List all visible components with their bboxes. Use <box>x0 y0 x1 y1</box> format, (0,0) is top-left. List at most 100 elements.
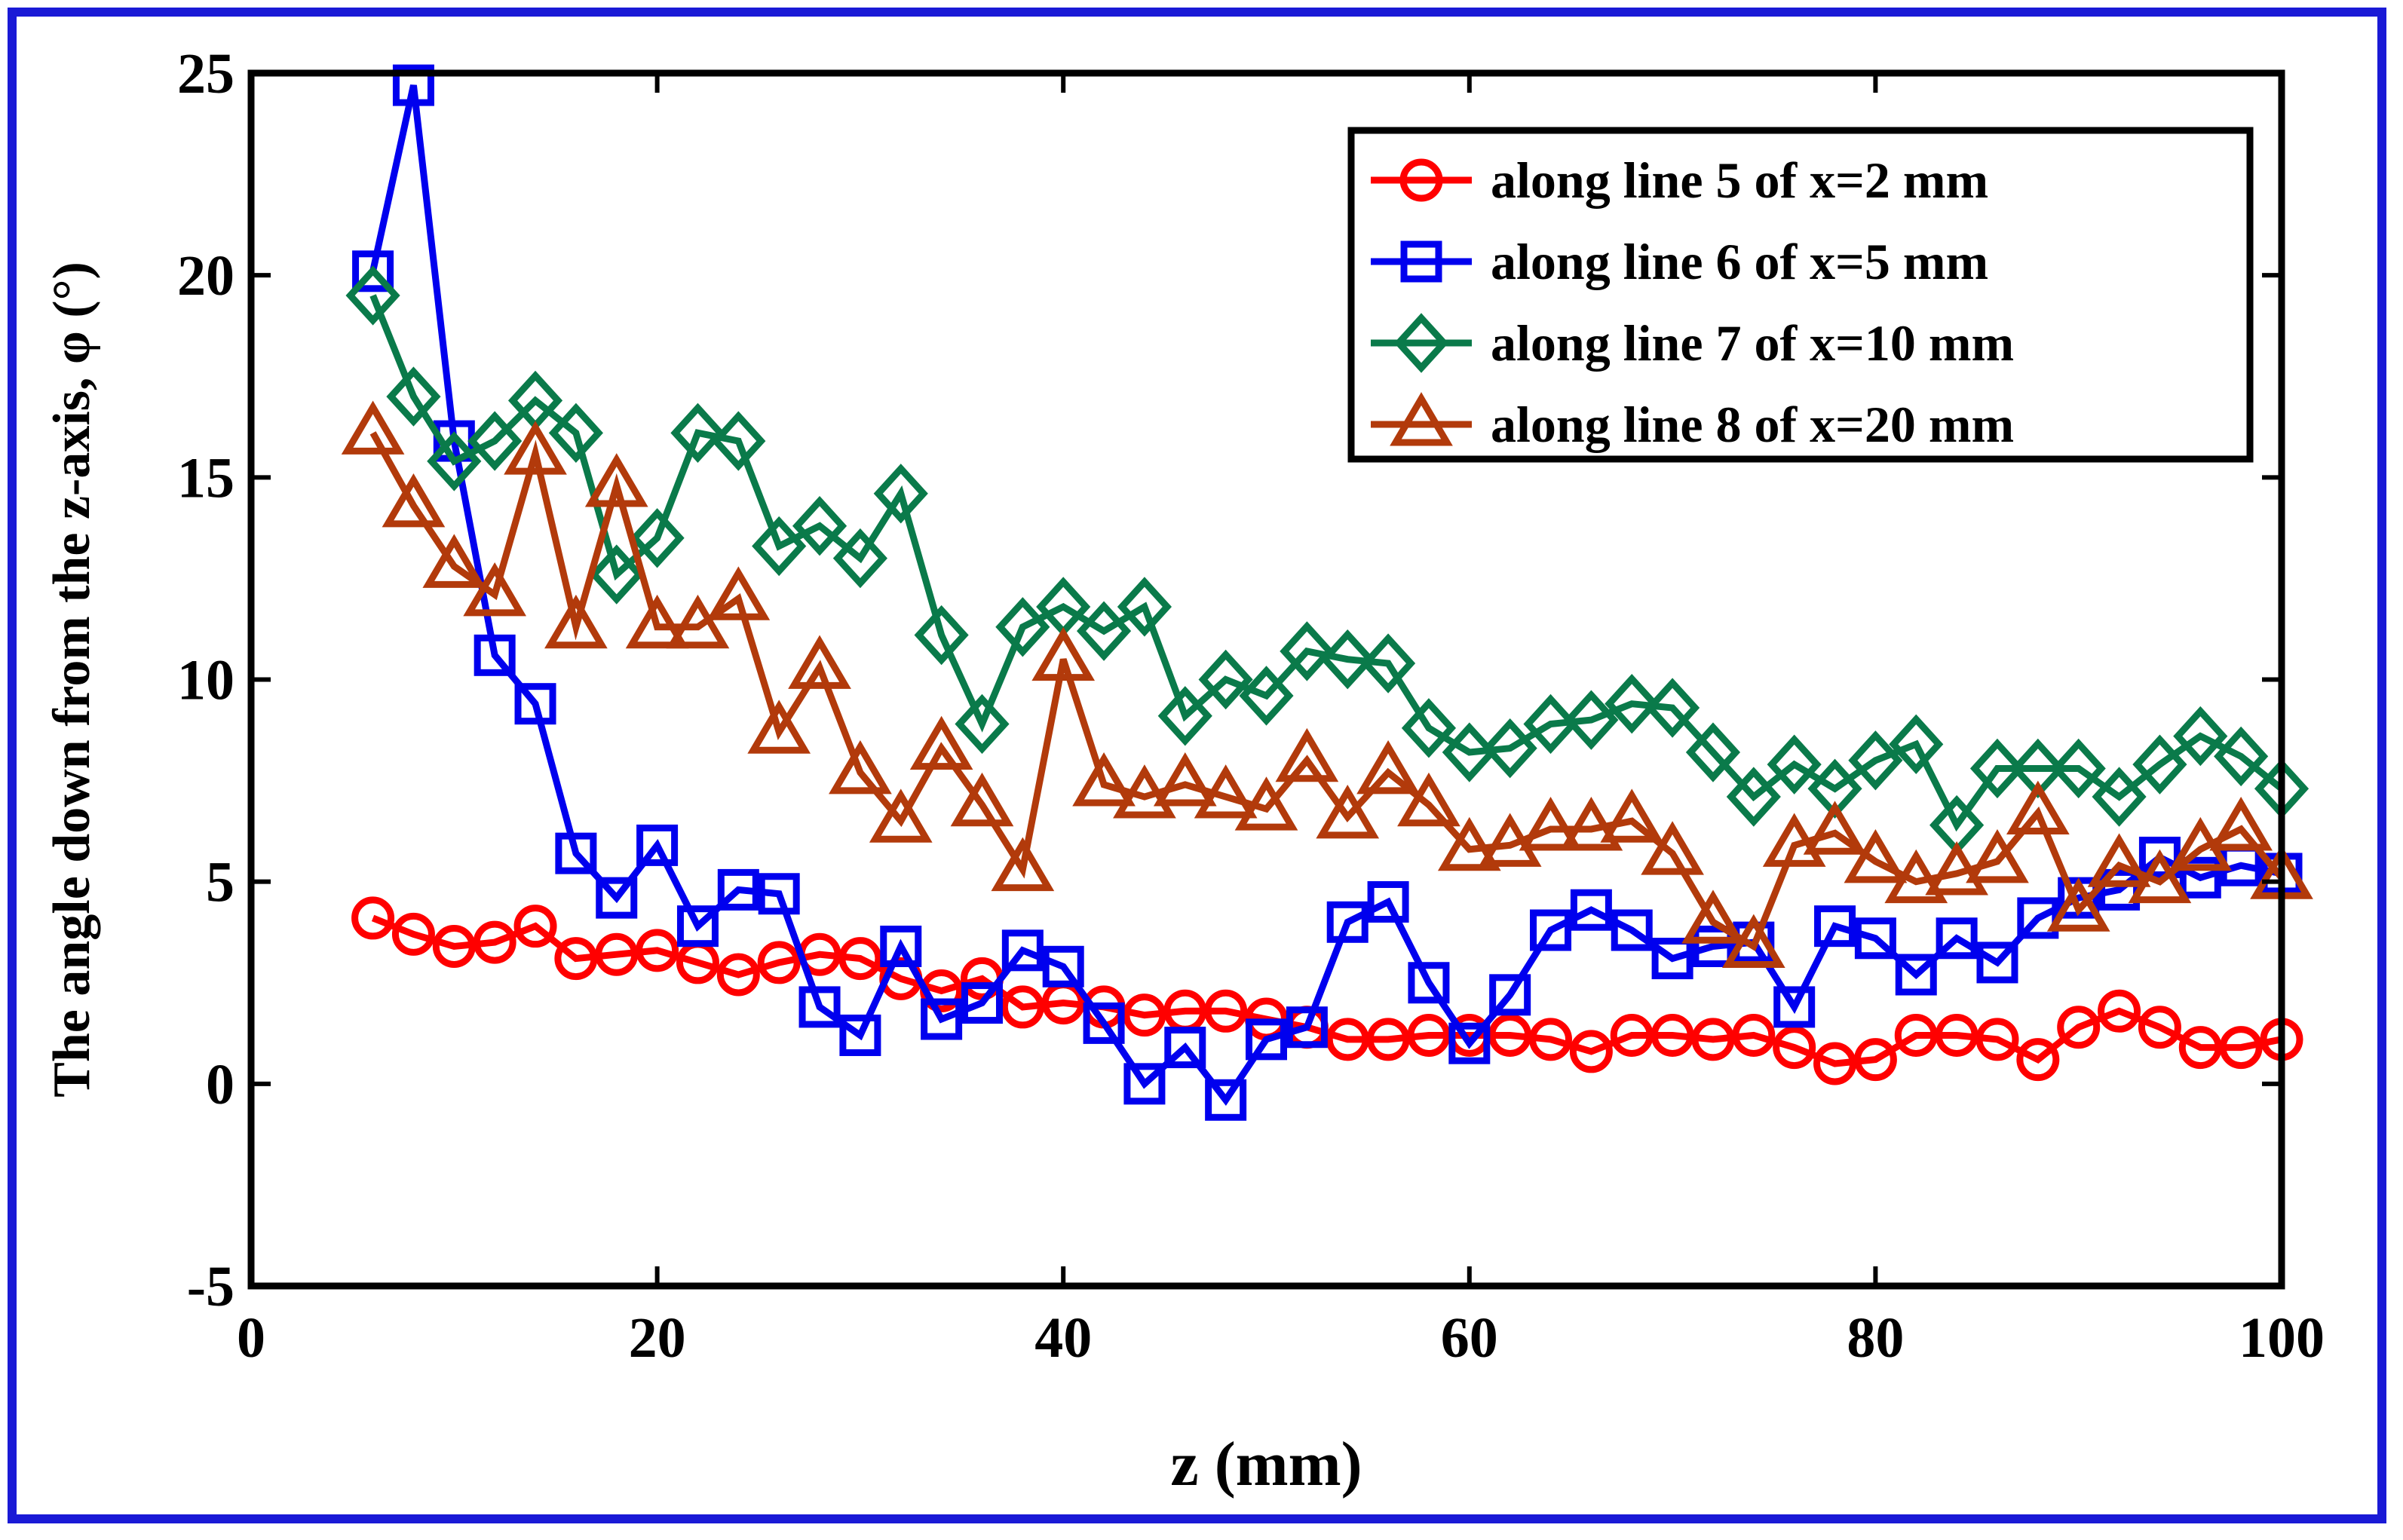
series-x10mm-diamond-marker <box>630 508 685 568</box>
series-x5mm-square-marker <box>676 905 719 948</box>
series-x20mm-triangle-marker <box>1925 841 1988 896</box>
series-x10mm-diamond-marker <box>1320 629 1375 690</box>
series-x2mm-circle-marker <box>2057 1006 2101 1049</box>
series-x10mm-diamond-marker <box>914 605 969 666</box>
series-x10mm-diamond-marker <box>955 693 1010 755</box>
series-x10mm-diamond-marker <box>1360 633 1416 693</box>
series-x20mm-triangle-marker <box>666 594 730 649</box>
series-x2mm-circle-marker <box>1326 1018 1369 1061</box>
series-x10mm-diamond-marker <box>2092 767 2147 827</box>
series-x10mm-diamond-marker <box>589 544 644 605</box>
series-x2mm-circle-marker <box>1001 985 1044 1029</box>
series-x10mm-diamond-marker <box>1442 722 1497 782</box>
series-x20mm-triangle-marker <box>706 566 771 620</box>
series-x5mm-square-marker <box>1692 925 1734 967</box>
x-tick-label: 0 <box>237 1306 265 1370</box>
series-x10mm-diamond-marker <box>873 464 928 524</box>
series-x10mm-diamond-marker <box>1076 601 1132 661</box>
series-x10mm-diamond-marker <box>548 403 603 464</box>
series-x2mm-circle-marker <box>1894 1013 1938 1057</box>
series-x5mm-square-marker <box>1611 909 1653 951</box>
series-x20mm-triangle-marker <box>1762 813 1826 867</box>
series-x20mm-triangle-marker <box>1356 739 1420 794</box>
series-x10mm-diamond-marker <box>1645 678 1700 738</box>
series-x10mm-diamond-marker <box>467 411 523 471</box>
series-x2mm-circle-marker <box>432 924 476 968</box>
series-x2mm-circle-marker <box>2138 1006 2181 1049</box>
series-x20mm-triangle-marker <box>625 594 689 649</box>
series-x5mm-square-marker <box>1164 1027 1206 1069</box>
y-tick-label: -5 <box>187 1255 234 1318</box>
x-tick-label: 20 <box>629 1306 686 1370</box>
series-x2mm-circle-marker <box>1488 1013 1532 1057</box>
y-tick-label: 5 <box>206 851 234 914</box>
series-x20mm-triangle-marker <box>1194 764 1258 819</box>
series-x2mm-circle-marker <box>2178 1026 2222 1070</box>
series-x5mm-square-marker <box>1651 938 1693 980</box>
legend-label: along line 7 of x=10 mm <box>1491 314 2014 372</box>
series-x20mm-triangle-marker <box>2046 877 2110 932</box>
series-x10mm-diamond-marker <box>1767 734 1822 794</box>
series-x2mm-circle-marker <box>1691 1018 1735 1061</box>
series-x2mm-circle-marker <box>391 912 435 956</box>
series-x20mm-triangle-marker <box>1519 797 1583 851</box>
legend-label: along line 8 of x=20 mm <box>1491 396 2014 453</box>
series-x10mm-diamond-marker <box>752 516 807 577</box>
series-x2mm-circle-marker <box>1529 1018 1573 1061</box>
series-x5mm-square-marker <box>636 824 679 866</box>
series-x5mm-square-marker <box>1895 954 1937 996</box>
series-x5mm-square-marker <box>1489 974 1531 1016</box>
series-x5mm-square-marker <box>1123 1063 1166 1105</box>
series-x20mm-triangle-marker <box>1844 828 1908 883</box>
legend-series-x5mm-square-marker <box>1400 240 1442 283</box>
series-x20mm-triangle-marker <box>1437 816 1501 871</box>
series-x5mm-square-marker <box>1286 1006 1328 1049</box>
legend-series-x20mm-triangle-marker <box>1390 392 1453 446</box>
series-x5mm-square-marker <box>1936 917 1978 960</box>
series-x2mm-circle-marker <box>473 920 516 964</box>
series-x2mm-circle-marker <box>554 937 598 981</box>
series-x20mm-triangle-marker <box>2209 797 2273 851</box>
legend-entry-series-x5mm: along line 6 of x=5 mm <box>1371 233 1988 290</box>
series-x5mm-square-marker <box>1246 1018 1287 1061</box>
series-x2mm-circle-marker <box>1975 1018 2019 1061</box>
series-x5mm-square-marker <box>1570 889 1612 931</box>
series-x10mm-diamond-marker <box>1969 738 2025 799</box>
series-x20mm-triangle-marker <box>1275 727 1339 782</box>
y-tick-label: 0 <box>206 1053 234 1116</box>
y-axis-label: The angle down from the z-axis, φ (°) <box>43 262 101 1098</box>
series-x10mm-diamond-marker <box>1401 698 1457 758</box>
series-x10mm-diamond-marker <box>1605 673 1660 734</box>
series-x10mm-diamond-marker <box>1239 666 1294 726</box>
series-x20mm-triangle-marker <box>1884 849 1948 904</box>
series-x20mm-triangle-marker <box>1803 801 1867 855</box>
series-x2mm-circle-marker <box>351 896 395 940</box>
series-x2mm-circle-marker <box>1569 1030 1613 1073</box>
y-tick-label: 10 <box>177 649 234 712</box>
series-x10mm-diamond-marker <box>345 265 400 326</box>
series-x2mm-circle-marker <box>838 937 882 981</box>
series-x20mm-triangle-marker <box>1031 626 1096 681</box>
series-x20mm-triangle-marker <box>504 421 567 475</box>
series-x20mm-triangle-marker <box>1600 788 1664 843</box>
series-x20mm-triangle-marker <box>2087 833 2151 887</box>
legend-box <box>1347 127 2254 463</box>
series-x5mm-square-marker <box>596 877 638 919</box>
series-x2mm-circle-marker <box>1407 1013 1451 1057</box>
series-x2mm-circle-marker <box>1853 1038 1897 1082</box>
series-x5mm-square-marker <box>961 982 1003 1024</box>
series-x5mm-square-marker <box>555 832 597 874</box>
series-x20mm-triangle-marker <box>1072 752 1136 807</box>
series-x2mm-circle-marker <box>1651 1013 1694 1057</box>
x-tick-label: 60 <box>1441 1306 1498 1370</box>
series-x10mm-diamond-marker <box>670 403 725 464</box>
series-x10mm-diamond-marker <box>1523 693 1578 755</box>
series-x5mm-square-marker <box>1367 880 1409 923</box>
series-x10mm-diamond-marker <box>1482 718 1537 779</box>
series-x5mm-square-marker <box>1326 901 1369 943</box>
series-x2mm-circle-marker <box>1773 1026 1816 1070</box>
series-x2mm-circle-marker <box>636 929 679 972</box>
series-x2mm-circle-marker <box>2219 1026 2263 1070</box>
series-x20mm-triangle-marker <box>1721 914 1785 968</box>
series-x20mm-triangle-marker <box>2006 780 2070 834</box>
